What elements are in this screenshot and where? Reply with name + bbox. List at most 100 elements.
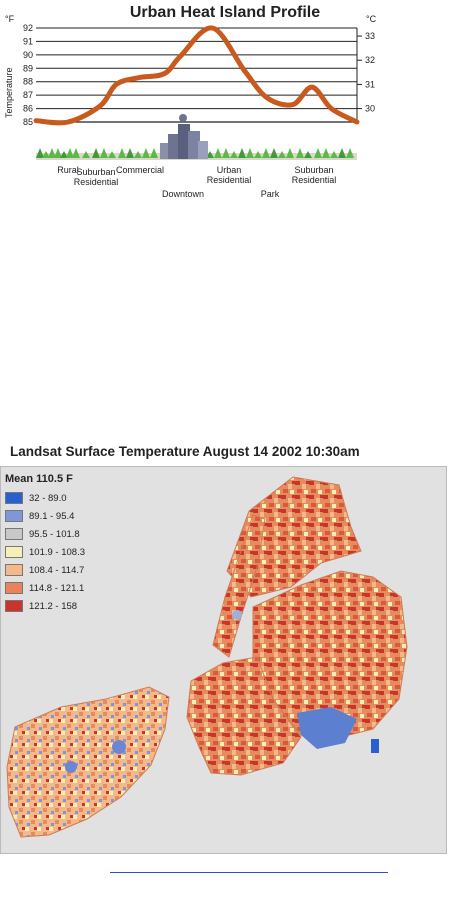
legend-label: 108.4 - 114.7 [29,564,85,576]
legend-item: 32 - 89.0 [5,489,85,507]
tree-icon [60,151,68,158]
heat-island-chart: Urban Heat Island Profile °F °C Temperat… [4,4,377,199]
legend-label: 32 - 89.0 [29,492,67,504]
jamaica-bay-marsh [297,707,357,749]
tree-icon [142,148,150,158]
legend-label: 114.8 - 121.1 [29,582,85,594]
bronx [226,476,362,598]
legend-title: Mean 110.5 F [5,473,73,485]
legend-item: 108.4 - 114.7 [5,561,85,579]
cool-patch [371,739,379,753]
left-unit-label: °F [5,14,15,24]
left-tick-label: 92 [23,23,33,33]
manhattan [212,514,266,658]
legend-label: 89.1 - 95.4 [29,510,75,522]
left-tick-label: 91 [23,36,33,46]
downtown-buildings [160,114,208,159]
tree-icon [322,148,330,158]
tree-icon [278,151,286,158]
grid-lines [36,27,357,123]
legend-item: 114.8 - 121.1 [5,579,85,597]
tree-icon [314,148,322,158]
tree-icon [126,148,134,158]
map-title: Landsat Surface Temperature August 14 20… [10,444,360,459]
category-label: Downtown [162,189,204,199]
legend-item: 89.1 - 95.4 [5,507,85,525]
category-label: Urban Residential [207,165,252,185]
tree-icon [330,151,338,158]
tree-icon [254,151,262,158]
building [188,131,200,159]
category-label: Park [261,189,280,199]
landsat-map: Mean 110.5 F 32 - 89.0 89.1 - 95.4 95.5 - … [0,466,447,854]
building [178,124,190,159]
tree-icon [346,148,354,158]
left-tick-label: 87 [23,90,33,100]
tree-icon [304,151,312,158]
right-tick-label: 30 [365,104,375,114]
cool-patch [112,740,126,754]
tree-icon [230,151,238,158]
building [198,141,208,159]
right-tick-label: 33 [365,31,375,41]
tree-icon [66,148,74,158]
legend-item: 95.5 - 101.8 [5,525,85,543]
legend-items: 32 - 89.0 89.1 - 95.4 95.5 - 101.8 101.9 - … [5,489,85,615]
legend-swatch [5,492,23,504]
cool-patch [232,610,242,620]
legend-label: 121.2 - 158 [29,600,78,612]
right-tick-label: 31 [365,79,375,89]
tick-labels: 85 86 87 88 89 90 91 92 30 31 32 33 [23,23,375,127]
tree-icon [42,151,50,158]
tree-icon [238,148,246,158]
tree-icon [214,148,222,158]
tree-icon [296,148,304,158]
legend-swatch [5,510,23,522]
y-axis-label: Temperature [4,67,14,118]
left-tick-label: 88 [23,77,33,87]
tree-icon [270,148,278,158]
left-tick-label: 89 [23,63,33,73]
tree-icon [286,148,294,158]
nyc-temperature-map [6,476,408,838]
tree-icon [92,148,100,158]
tree-icon [54,148,62,158]
legend-swatch [5,546,23,558]
tree-icon [262,148,270,158]
legend-item: 101.9 - 108.3 [5,543,85,561]
tree-icon [246,148,254,158]
chart-title: Urban Heat Island Profile [130,4,320,21]
ground-scenery [36,114,357,160]
category-label: Suburban Residential [74,167,119,187]
left-tick-label: 90 [23,50,33,60]
brooklyn [186,656,302,776]
tree-icon [338,148,346,158]
building [168,134,180,159]
temperature-curve [33,25,360,126]
staten-island [6,686,170,838]
right-tick-label: 32 [365,55,375,65]
bottom-link-underline[interactable] [110,872,388,873]
tree-icon [48,148,56,158]
tree-icon [108,151,116,158]
tree-icon [36,148,44,158]
building [160,143,170,159]
legend-swatch [5,564,23,576]
legend-label: 101.9 - 108.3 [29,546,85,558]
tree-icon [118,148,126,158]
right-unit-label: °C [366,14,377,24]
category-label: Suburban Residential [292,165,337,185]
trees [36,148,354,158]
legend-swatch [5,528,23,540]
rooftop-ornament [179,114,187,122]
tree-icon [100,148,108,158]
tree-icon [72,148,80,158]
legend-item: 121.2 - 158 [5,597,85,615]
legend-swatch [5,600,23,612]
tree-icon [134,151,142,158]
tree-icon [82,151,90,158]
left-tick-label: 86 [23,104,33,114]
category-label: Rural [57,165,79,175]
legend-swatch [5,582,23,594]
